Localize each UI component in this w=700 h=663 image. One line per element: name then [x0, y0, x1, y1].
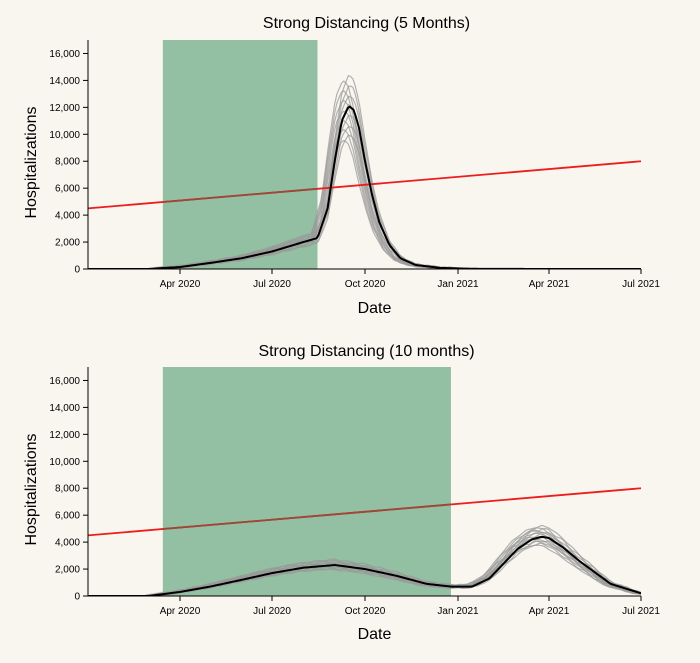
- chart-panel: Strong Distancing (10 months) 0 2,000 4,000…: [23, 343, 660, 643]
- x-tick-label: Apr 2021: [529, 279, 570, 290]
- y-axis-label: Hospitalizations: [23, 433, 40, 545]
- x-tick-label: Oct 2020: [345, 279, 386, 290]
- x-axis-label: Date: [358, 626, 392, 643]
- x-tick-label: Apr 2021: [529, 606, 570, 617]
- y-tick-label: 8,000: [55, 157, 80, 168]
- y-tick-label: 4,000: [55, 538, 80, 549]
- mean-hospitalizations-line: [88, 535, 641, 596]
- distancing-period-band: [162, 40, 318, 269]
- chart-panel: Strong Distancing (5 Months) 0 2,000 4,000 6…: [23, 15, 660, 317]
- x-tick-label: Jul 2021: [622, 279, 660, 290]
- hospital-capacity-line-in-band: [162, 187, 318, 203]
- y-tick-label: 6,000: [55, 511, 80, 522]
- y-tick-label: 12,000: [49, 103, 80, 114]
- y-tick-label: 2,000: [55, 565, 80, 576]
- y-axis-label: Hospitalizations: [23, 106, 40, 218]
- y-tick-label: 10,000: [49, 130, 80, 141]
- y-tick-label: 14,000: [49, 403, 80, 414]
- hospital-capacity-line-in-band: [162, 503, 452, 530]
- y-tick-label: 16,000: [49, 376, 80, 387]
- y-tick-label: 14,000: [49, 76, 80, 87]
- x-tick-label: Jan 2021: [437, 606, 479, 617]
- ensemble-simulation-line: [88, 89, 641, 269]
- ensemble-simulation-line: [88, 80, 641, 269]
- x-tick-label: Apr 2020: [160, 279, 201, 290]
- x-tick-label: Apr 2020: [160, 606, 201, 617]
- x-tick-label: Jan 2021: [437, 279, 479, 290]
- y-tick-label: 12,000: [49, 430, 80, 441]
- x-tick-label: Jul 2021: [622, 606, 660, 617]
- y-tick-label: 8,000: [55, 484, 80, 495]
- y-tick-label: 6,000: [55, 184, 80, 195]
- x-tick-label: Jul 2020: [253, 606, 291, 617]
- x-axis-label: Date: [358, 300, 392, 317]
- distancing-period-band: [162, 367, 451, 596]
- y-tick-label: 0: [74, 265, 80, 276]
- y-tick-label: 0: [74, 592, 80, 603]
- mean-hospitalizations-line: [88, 105, 641, 269]
- x-tick-label: Oct 2020: [345, 606, 386, 617]
- x-tick-label: Jul 2020: [253, 279, 291, 290]
- y-tick-label: 16,000: [49, 49, 80, 60]
- chart-title: Strong Distancing (10 months): [258, 343, 474, 360]
- y-tick-label: 4,000: [55, 211, 80, 222]
- y-tick-label: 2,000: [55, 238, 80, 249]
- chart-title: Strong Distancing (5 Months): [263, 15, 470, 32]
- y-tick-label: 10,000: [49, 457, 80, 468]
- ensemble-simulation-line: [88, 527, 641, 596]
